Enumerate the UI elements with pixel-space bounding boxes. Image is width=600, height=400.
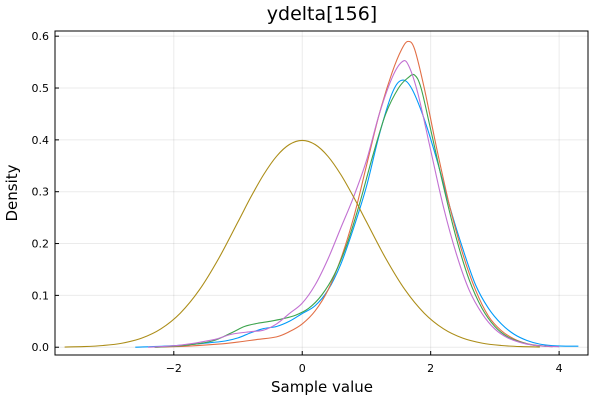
y-tick-label: 0.0 bbox=[32, 341, 50, 354]
y-tick-label: 0.5 bbox=[32, 82, 50, 95]
y-tick-label: 0.6 bbox=[32, 30, 50, 43]
density-curve-5 bbox=[64, 139, 540, 348]
density-curves bbox=[64, 40, 579, 348]
x-tick-label: 0 bbox=[299, 362, 306, 375]
y-tick-label: 0.1 bbox=[32, 289, 50, 302]
y-axis-label: Density bbox=[3, 164, 21, 221]
y-tick-label: 0.4 bbox=[32, 134, 50, 147]
grid bbox=[55, 31, 588, 355]
y-tick-label: 0.2 bbox=[32, 238, 50, 251]
density-curve-4 bbox=[148, 60, 560, 348]
density-curve-1 bbox=[135, 79, 579, 348]
chart-title: ydelta[156] bbox=[267, 3, 377, 25]
x-tick-label: 2 bbox=[427, 362, 434, 375]
x-tick-label: 4 bbox=[556, 362, 563, 375]
axis-ticks: −2 0 2 4 0.0 0.1 0.2 0.3 0.4 0.5 0.6 bbox=[32, 30, 563, 375]
y-tick-label: 0.3 bbox=[32, 186, 50, 199]
plot-area bbox=[54, 30, 589, 356]
density-curve-2 bbox=[154, 40, 553, 348]
x-tick-label: −2 bbox=[166, 362, 182, 375]
x-axis-label: Sample value bbox=[271, 378, 373, 396]
density-curve-3 bbox=[154, 73, 547, 348]
